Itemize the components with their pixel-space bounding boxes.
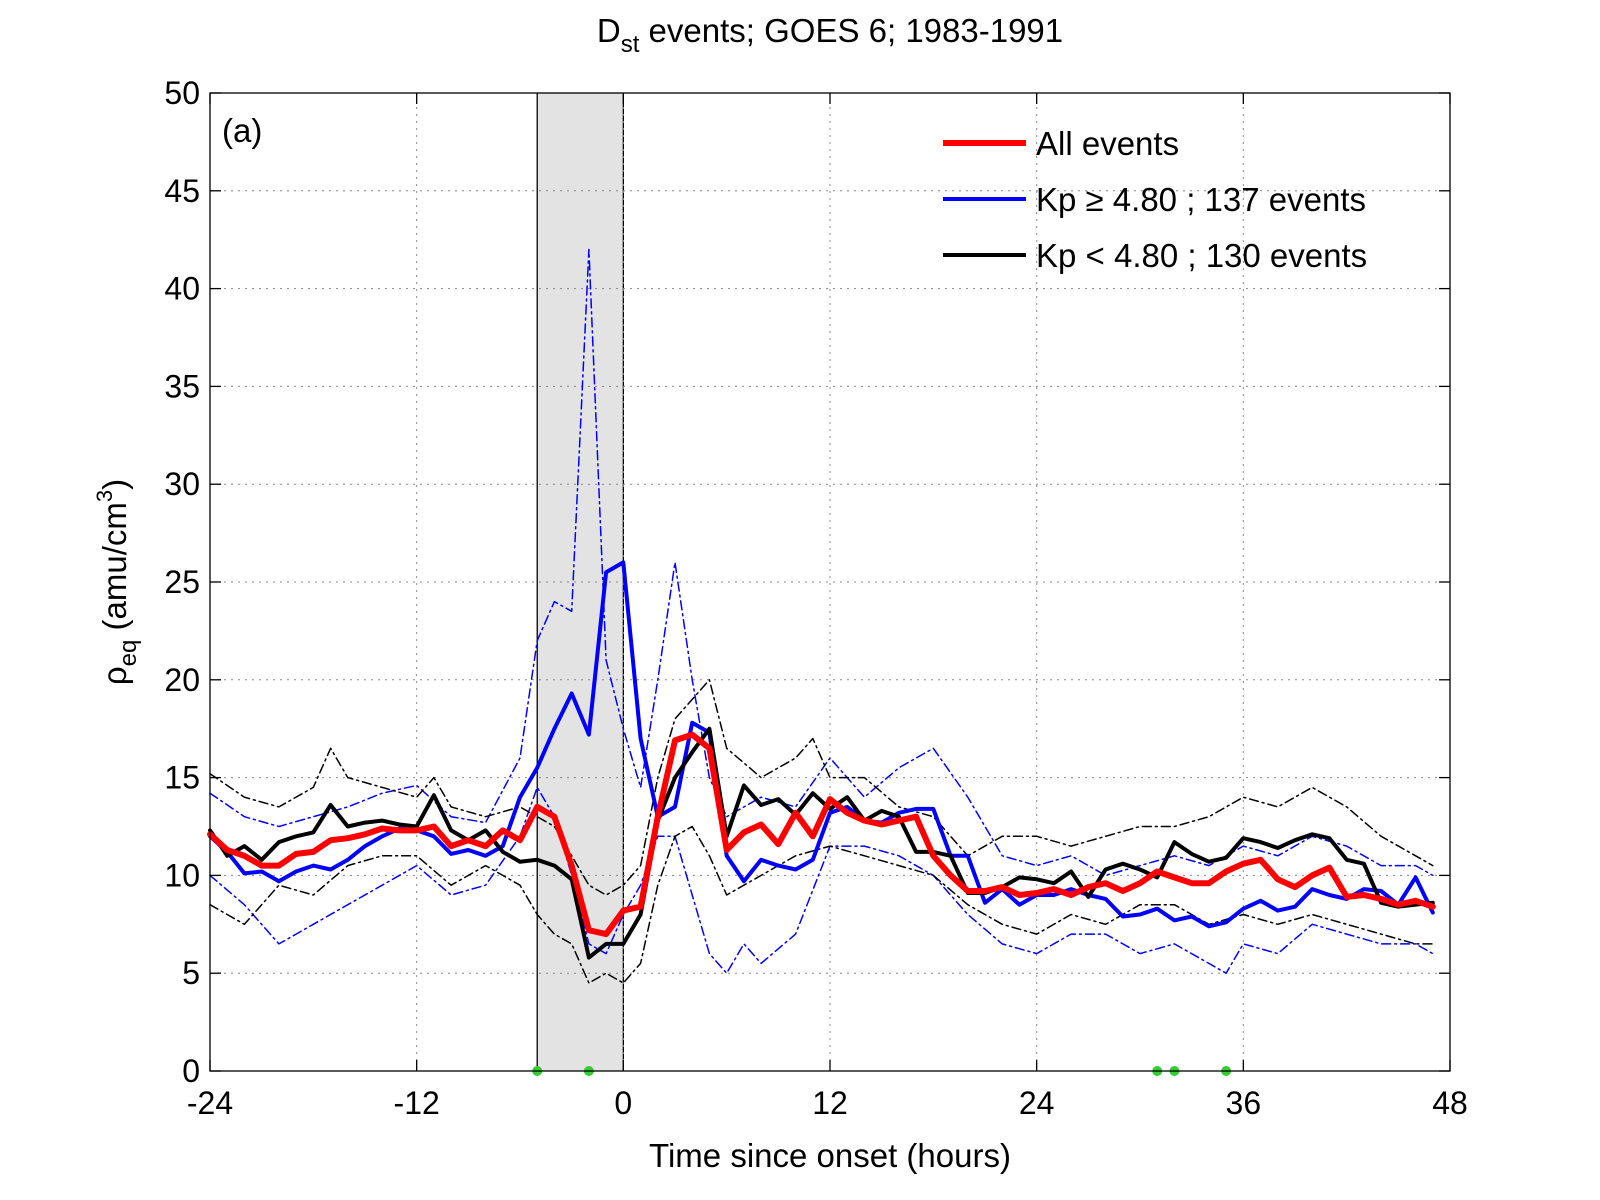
legend-label: All events bbox=[1036, 125, 1179, 162]
y-tick-label: 15 bbox=[164, 760, 200, 796]
y-axis-label-subscript: eq bbox=[115, 640, 142, 667]
chart-title-subscript: st bbox=[621, 31, 640, 58]
legend-label: Kp < 4.80 ; 130 events bbox=[1036, 237, 1367, 274]
series-line-low bbox=[208, 726, 1435, 960]
tick-layer: -24 -12 0 12 24 36 48 0 5 10 15 20 25 30 35 40 45 50 bbox=[164, 75, 1467, 1121]
panel-label: (a) bbox=[222, 112, 262, 149]
y-tick-label: 25 bbox=[164, 564, 200, 600]
series-line-high bbox=[208, 560, 1435, 929]
legend-label: Kp ≥ 4.80 ; 137 events bbox=[1036, 181, 1366, 218]
series-line-high-band-upper bbox=[209, 248, 1434, 877]
chart-title: Dst events; GOES 6; 1983-1991 bbox=[597, 12, 1063, 58]
y-axis-label-superscript: 3 bbox=[92, 490, 117, 502]
chart-title-main: D bbox=[597, 12, 621, 49]
y-tick-label: 5 bbox=[182, 955, 200, 991]
y-axis-label-unit-open: (amu/cm bbox=[96, 502, 133, 640]
legend: All events Kp ≥ 4.80 ; 137 events Kp < 4.8… bbox=[943, 125, 1367, 274]
series-line-low-band-upper bbox=[209, 679, 1434, 896]
y-tick-label: 40 bbox=[164, 271, 200, 307]
x-tick-label: 36 bbox=[1226, 1085, 1262, 1121]
x-tick-label: -24 bbox=[187, 1085, 233, 1121]
y-axis-label-main: ρ bbox=[96, 666, 133, 685]
y-axis-label: ρeq (amu/cm3) bbox=[92, 479, 142, 685]
grid-layer bbox=[210, 93, 1450, 1071]
x-tick-label: 24 bbox=[1019, 1085, 1055, 1121]
x-tick-label: 48 bbox=[1432, 1085, 1468, 1121]
series-line-high-band-lower bbox=[209, 786, 1434, 974]
y-tick-label: 10 bbox=[164, 857, 200, 893]
y-tick-label: 0 bbox=[182, 1053, 200, 1089]
x-tick-label: 12 bbox=[812, 1085, 848, 1121]
x-tick-label: 0 bbox=[614, 1085, 632, 1121]
y-tick-label: 35 bbox=[164, 368, 200, 404]
chart-title-rest: events; GOES 6; 1983-1991 bbox=[639, 12, 1063, 49]
y-tick-label: 45 bbox=[164, 173, 200, 209]
series-layer bbox=[207, 248, 1436, 984]
y-tick-label: 30 bbox=[164, 466, 200, 502]
y-tick-label: 20 bbox=[164, 662, 200, 698]
x-tick-label: -12 bbox=[394, 1085, 440, 1121]
y-axis-label-unit-close: ) bbox=[96, 479, 133, 490]
x-axis-label: Time since onset (hours) bbox=[649, 1137, 1011, 1174]
y-tick-label: 50 bbox=[164, 75, 200, 111]
series-line-all bbox=[207, 731, 1436, 938]
